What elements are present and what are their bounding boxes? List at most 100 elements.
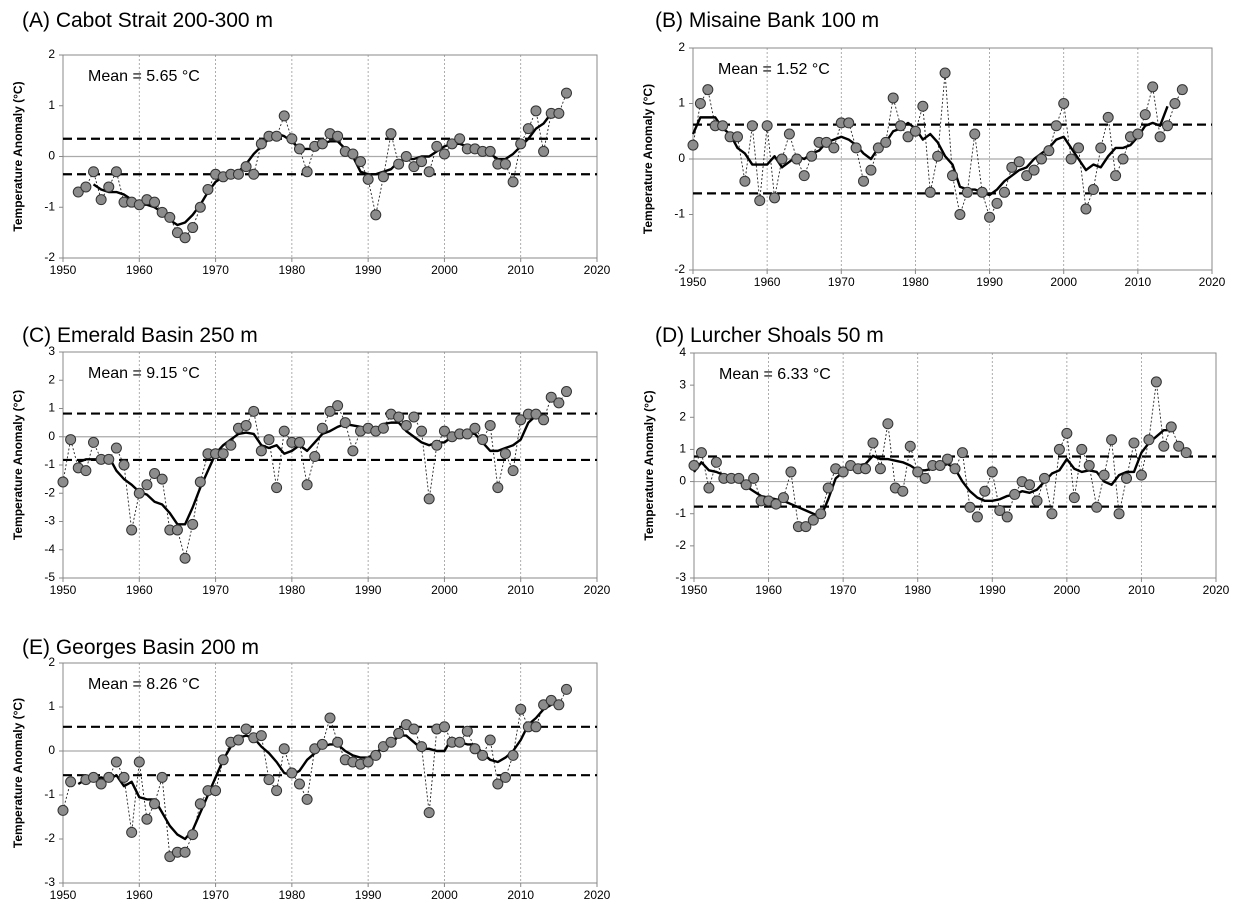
annual-point [88, 436, 100, 448]
annual-point [1083, 460, 1095, 471]
annual-point [103, 181, 115, 193]
annual-point [438, 425, 450, 437]
annual-point [1095, 142, 1107, 154]
annual-point [934, 460, 946, 471]
y-tick-label: -3 [44, 514, 55, 528]
annual-point [964, 501, 976, 513]
y-axis-label: Temperature Anomaly (°C) [11, 698, 25, 848]
annual-point [316, 422, 328, 434]
annual-point [95, 778, 107, 790]
annual-point [164, 211, 176, 223]
annual-point [110, 442, 122, 454]
x-tick-label: 1970 [202, 888, 229, 902]
annual-point [887, 92, 899, 104]
annual-point [815, 508, 827, 520]
annual-connector [62, 391, 567, 559]
annual-point [739, 175, 751, 187]
x-tick-label: 1980 [904, 583, 931, 597]
annual-point [807, 514, 819, 526]
annual-point [232, 734, 244, 746]
annual-point [232, 168, 244, 180]
x-tick-label: 2020 [584, 888, 611, 902]
annual-point [57, 476, 69, 488]
mean-annotation: Mean = 5.65 °C [88, 68, 200, 85]
annual-point [88, 771, 100, 783]
y-tick-label: -2 [44, 485, 55, 499]
annual-point [867, 437, 879, 449]
annual-point [991, 197, 1003, 209]
annual-point [1165, 421, 1177, 433]
x-tick-label: 2020 [584, 583, 611, 597]
annual-point [800, 521, 812, 533]
annual-point [400, 151, 412, 162]
annual-point [515, 414, 527, 426]
annual-point [393, 158, 405, 170]
annual-point [947, 170, 958, 182]
x-tick-label: 1970 [828, 275, 855, 289]
x-tick-label: 1950 [50, 583, 77, 597]
y-tick-label: 1 [48, 401, 55, 415]
y-tick-label: -2 [675, 538, 686, 552]
annual-point [149, 798, 161, 810]
annual-point [316, 738, 328, 750]
annual-point [416, 741, 428, 753]
annual-point [286, 767, 298, 779]
annual-point [88, 166, 100, 178]
annual-point [553, 107, 565, 119]
plot-frame [62, 662, 598, 884]
annual-point [293, 436, 305, 448]
annual-point [194, 476, 206, 488]
annual-point [530, 408, 542, 420]
annual-point [522, 123, 534, 135]
plot-frame [692, 47, 1213, 271]
annual-point [986, 466, 998, 478]
annual-point [393, 411, 405, 423]
x-tick-label: 1960 [126, 263, 153, 277]
annual-point [118, 459, 130, 471]
annual-point [1009, 488, 1021, 500]
annual-point [822, 482, 834, 494]
annual-point [377, 422, 389, 434]
annual-point [507, 465, 519, 477]
x-tick-label: 1980 [279, 263, 306, 277]
y-axis-label: Temperature Anomaly (°C) [11, 390, 25, 540]
annual-point [1031, 495, 1043, 507]
annual-point [1065, 153, 1077, 165]
annual-point [355, 156, 367, 168]
x-tick-label: 2010 [1125, 275, 1152, 289]
y-tick-label: -1 [675, 506, 686, 520]
annual-point [1117, 153, 1129, 165]
annual-point [740, 479, 752, 491]
annual-point [438, 148, 450, 160]
annual-point [1038, 472, 1050, 484]
annual-point [484, 145, 496, 157]
annual-point [179, 232, 191, 244]
annual-point [1046, 508, 1058, 520]
annual-point [431, 439, 443, 451]
annual-point [507, 749, 519, 761]
annual-point [103, 771, 115, 783]
y-tick-label: 0 [678, 151, 685, 165]
panel-title: (E) Georges Basin 200 m [22, 636, 259, 659]
annual-point [1006, 161, 1018, 173]
annual-point [1132, 128, 1144, 140]
annual-point [872, 142, 884, 154]
annual-point [492, 778, 504, 790]
annual-point [1169, 98, 1181, 109]
annual-point [1154, 131, 1166, 143]
annual-point [438, 721, 450, 733]
annual-point [1001, 511, 1013, 523]
annual-point [65, 776, 77, 788]
annual-point [1028, 164, 1040, 176]
annual-point [194, 798, 206, 810]
annual-point [133, 756, 145, 768]
annual-point [156, 473, 168, 485]
y-tick-label: 3 [48, 344, 55, 358]
annual-point [271, 482, 283, 494]
panel: (A) Cabot Strait 200-300 m Temperature An… [11, 9, 610, 277]
annual-point [332, 130, 344, 142]
annual-point [278, 743, 290, 755]
annual-point [1076, 443, 1088, 455]
annual-point [1176, 84, 1188, 96]
x-tick-label: 2000 [1054, 583, 1081, 597]
